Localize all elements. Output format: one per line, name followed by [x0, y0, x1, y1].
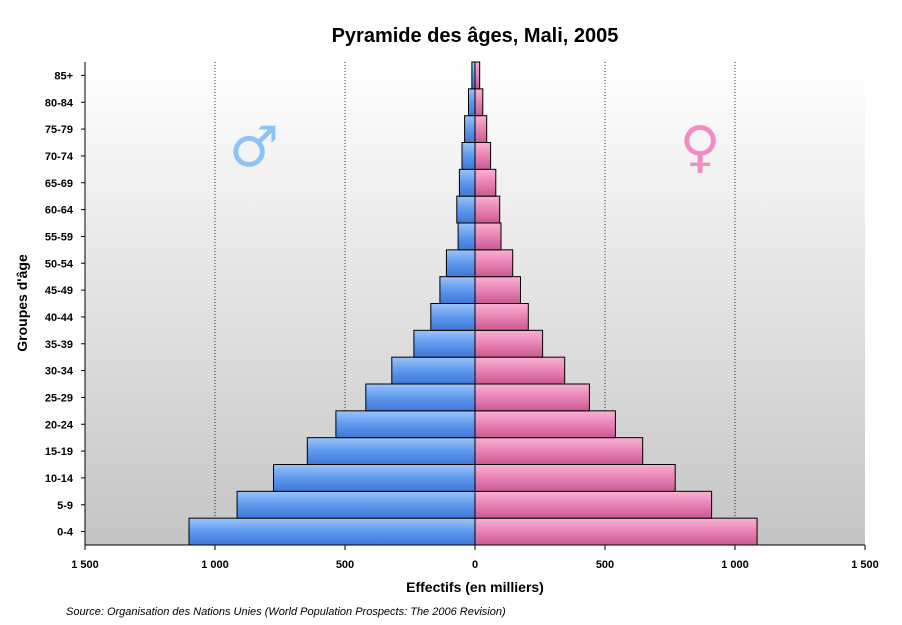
y-axis-title: Groupes d'âge — [14, 254, 30, 352]
female-bar — [474, 88, 484, 117]
y-tick-labels: 0-4 5-9 10-14 15-19 20-24 25-29 30-34 35-39 40-4… — [45, 70, 85, 539]
female-bar — [474, 356, 566, 385]
female-bar — [474, 464, 676, 492]
female-symbol-icon: ♀ — [679, 115, 720, 180]
x-tick-label: 1 500 — [71, 559, 99, 571]
y-tick-label: 80-84 — [45, 97, 74, 109]
male-bar — [335, 410, 476, 439]
male-bar — [188, 517, 476, 546]
male-bar — [439, 276, 476, 304]
male-bar — [273, 464, 476, 492]
x-tick-label: 1 000 — [201, 559, 229, 571]
female-bar — [474, 303, 529, 331]
female-bar — [474, 61, 481, 90]
y-tick-label: 40-44 — [45, 312, 74, 324]
x-tick-labels: 1 500 1 000 500 0 500 1 000 1 500 — [71, 545, 879, 571]
y-tick-label: 50-54 — [45, 258, 74, 270]
male-bar — [430, 303, 476, 331]
x-tick-label: 1 500 — [851, 559, 879, 571]
x-tick-label: 500 — [596, 559, 614, 571]
x-axis-title: Effectifs (en milliers) — [406, 579, 544, 595]
male-symbol-icon: ♂ — [229, 115, 279, 180]
y-tick-label: 65-69 — [45, 178, 73, 190]
chart-title: Pyramide des âges, Mali, 2005 — [332, 25, 619, 47]
y-tick-label: 85+ — [54, 70, 73, 82]
x-tick-label: 1 000 — [721, 559, 749, 571]
y-tick-label: 25-29 — [45, 392, 73, 404]
y-tick-label: 45-49 — [45, 285, 73, 297]
male-bar — [468, 88, 476, 117]
male-bar — [458, 168, 476, 197]
male-bar — [413, 329, 476, 358]
male-bar — [445, 249, 476, 278]
female-bar — [474, 410, 616, 439]
y-tick-label: 0-4 — [57, 527, 74, 539]
y-tick-label: 75-79 — [45, 124, 73, 136]
male-bar — [306, 437, 476, 465]
male-bar — [456, 195, 476, 224]
y-tick-label: 60-64 — [45, 205, 74, 217]
y-tick-label: 35-39 — [45, 339, 73, 351]
bars-group — [188, 61, 758, 546]
male-bar — [365, 383, 476, 412]
y-tick-label: 70-74 — [45, 151, 74, 163]
x-tick-label: 500 — [336, 559, 354, 571]
y-tick-label: 30-34 — [45, 366, 74, 378]
male-bar — [457, 222, 476, 251]
female-bar — [474, 142, 492, 170]
female-bar — [474, 383, 590, 412]
female-bar — [474, 517, 758, 546]
y-tick-label: 15-19 — [45, 446, 73, 458]
male-bar — [464, 115, 476, 143]
female-bar — [474, 195, 501, 224]
y-tick-label: 20-24 — [45, 419, 74, 431]
female-bar — [474, 249, 514, 278]
male-bar — [461, 142, 476, 170]
male-bar — [236, 490, 476, 519]
female-bar — [474, 276, 521, 304]
x-tick-label: 0 — [472, 559, 478, 571]
female-bar — [474, 490, 713, 519]
female-bar — [474, 437, 644, 465]
y-tick-label: 10-14 — [45, 473, 74, 485]
female-bar — [474, 168, 497, 197]
y-tick-label: 5-9 — [57, 500, 73, 512]
female-bar — [474, 329, 544, 358]
y-tick-label: 55-59 — [45, 231, 73, 243]
female-bar — [474, 115, 488, 143]
male-bar — [391, 356, 476, 385]
female-bar — [474, 222, 502, 251]
source-note: Source: Organisation des Nations Unies (… — [66, 606, 506, 618]
